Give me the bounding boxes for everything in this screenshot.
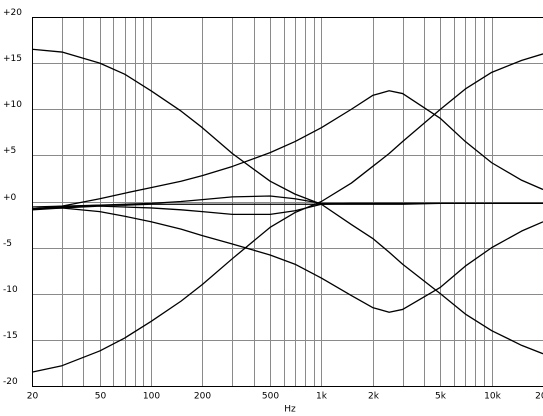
x-tick-label: 20k: [535, 392, 543, 402]
x-tick-label: 500: [262, 392, 279, 402]
y-tick-label: +0: [3, 193, 17, 203]
y-tick-label: -20: [3, 377, 18, 387]
x-tick-label: 100: [143, 392, 160, 402]
y-tick-label: +15: [3, 54, 22, 64]
x-tick-label: 20: [27, 392, 39, 402]
x-tick-label: 10k: [484, 392, 501, 402]
x-tick-label: 50: [95, 392, 107, 402]
x-tick-label: 1k: [316, 392, 328, 402]
x-tick-label: 2k: [368, 392, 380, 402]
response-curve: [31, 202, 543, 208]
y-tick-label: +20: [3, 8, 22, 18]
response-curve: [31, 90, 543, 210]
response-curve: [31, 48, 543, 355]
x-tick-label: 200: [194, 392, 211, 402]
y-tick-label: -5: [3, 239, 12, 249]
y-tick-label: +10: [3, 100, 22, 110]
y-tick-label: -10: [3, 285, 18, 295]
x-axis-label: Hz: [284, 405, 296, 415]
x-tick-label: 5k: [435, 392, 447, 402]
y-tick-label: +5: [3, 146, 16, 156]
y-tick-label: -15: [3, 331, 18, 341]
response-curve: [31, 207, 543, 313]
plot-frame: [32, 17, 543, 387]
